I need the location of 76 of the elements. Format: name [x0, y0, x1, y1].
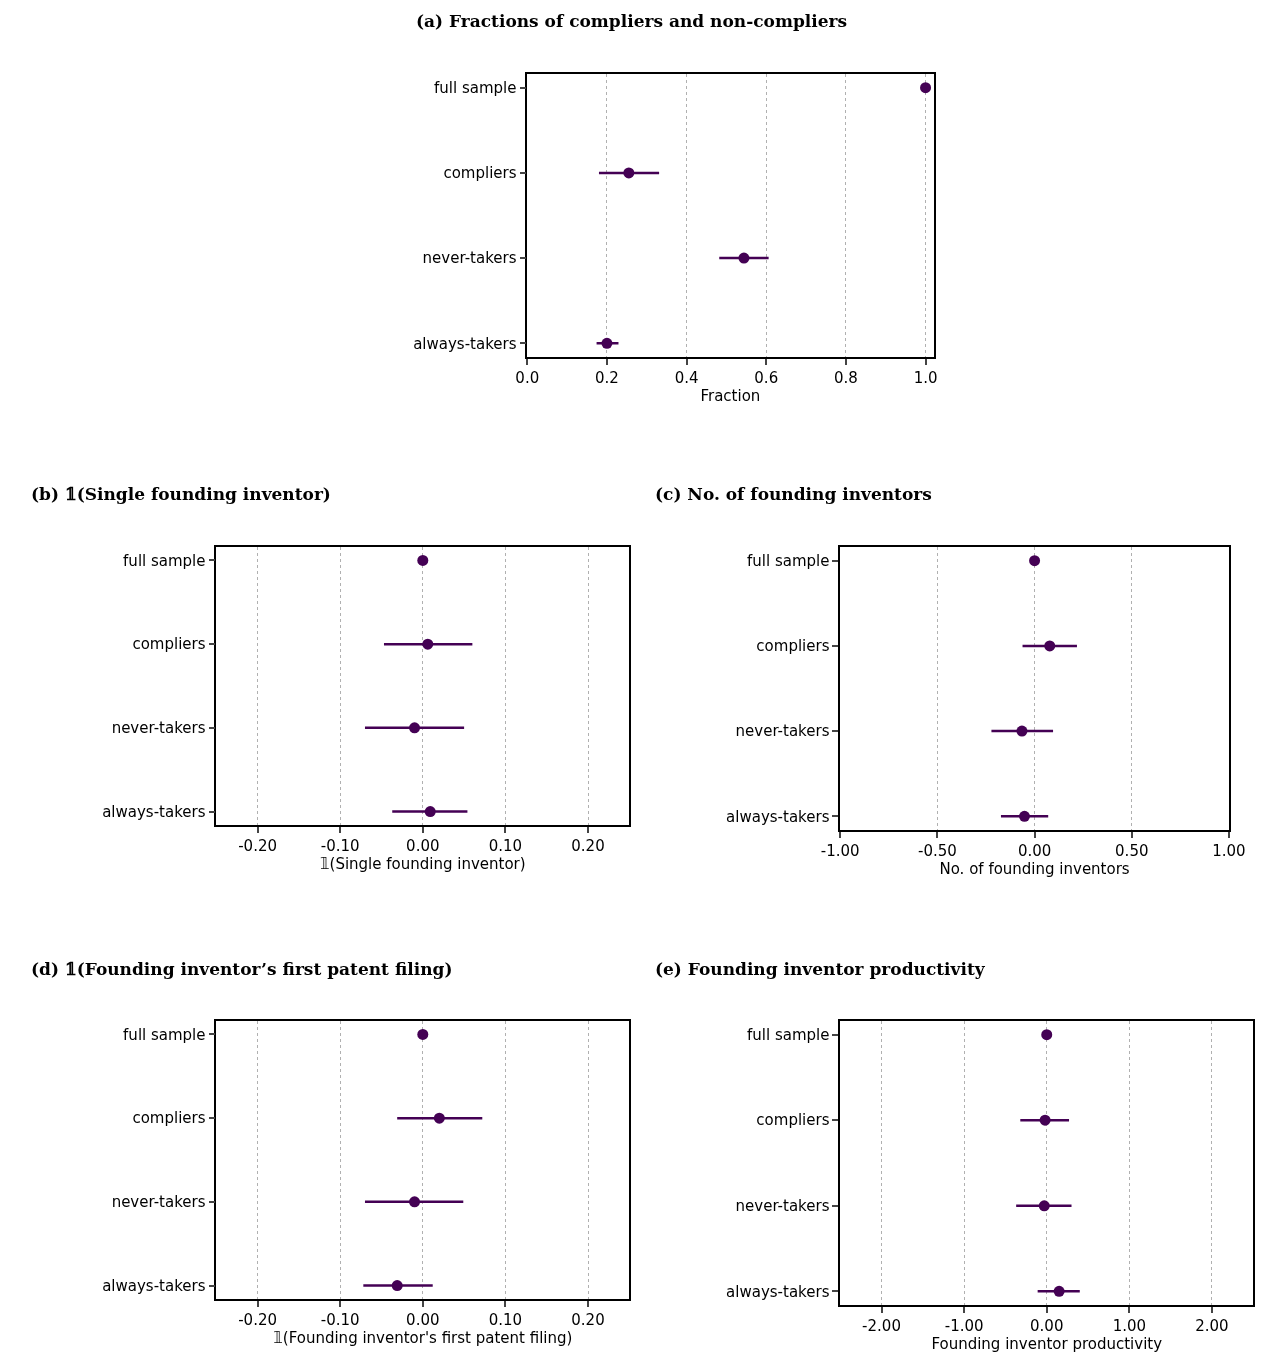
x-tick-label: 0.10	[488, 836, 523, 855]
x-tick-label: 0.6	[754, 368, 779, 387]
x-axis-title: Founding inventor productivity	[931, 1334, 1163, 1353]
x-tick-label: -0.10	[320, 1310, 360, 1329]
x-tick-label: 0.0	[515, 368, 540, 387]
x-tick-label: 0.20	[571, 1310, 605, 1329]
x-tick-label: 1.00	[1212, 841, 1246, 860]
x-tick-label: 0.00	[1017, 841, 1052, 860]
x-tick-label: 1.0	[913, 368, 938, 387]
chart-title: (c) No. of founding inventors	[655, 484, 932, 504]
chart-title: (b) 𝟙(Single founding inventor)	[31, 484, 331, 504]
point	[1041, 1029, 1053, 1041]
point	[433, 1112, 445, 1124]
x-axis-title: 𝟙(Single founding inventor)	[320, 854, 526, 873]
point	[601, 337, 613, 349]
point	[1044, 640, 1056, 652]
x-tick-label: 0.2	[595, 368, 619, 387]
x-tick-label: -0.20	[238, 836, 277, 855]
y-tick-label: compliers	[756, 1111, 830, 1130]
chart-title: (a) Fractions of compliers and non-compliers	[416, 11, 848, 31]
point	[1018, 810, 1030, 822]
y-tick-label: compliers	[132, 635, 206, 654]
x-tick-label: 0.10	[488, 1310, 523, 1329]
y-tick-label: compliers	[132, 1109, 206, 1128]
x-tick-label: 0.00	[1030, 1316, 1064, 1335]
y-tick-label: never-takers	[735, 722, 830, 741]
point	[424, 806, 436, 818]
chart-title: (d) 𝟙(Founding inventor’s first patent filing)	[31, 959, 453, 979]
x-axis-title: 𝟙(Founding inventor's first patent filing)	[273, 1328, 573, 1347]
x-axis-title: No. of founding inventors	[939, 859, 1130, 878]
y-tick-label: never-takers	[735, 1197, 830, 1216]
x-tick-label: -0.50	[918, 841, 957, 860]
x-tick-label: 0.50	[1115, 841, 1149, 860]
y-tick-label: always-takers	[102, 1276, 206, 1295]
y-tick-label: always-takers	[726, 807, 830, 826]
y-tick-label: full sample	[747, 551, 830, 570]
x-tick-label: -2.00	[862, 1316, 901, 1335]
x-tick-label: 0.4	[674, 368, 699, 387]
x-tick-label: 0.00	[406, 1310, 440, 1329]
x-tick-label: 0.20	[571, 836, 605, 855]
y-tick-label: never-takers	[422, 249, 517, 268]
point	[422, 638, 434, 650]
y-tick-label: never-takers	[111, 1193, 206, 1212]
point	[738, 252, 750, 264]
x-tick-label: -1.00	[944, 1316, 984, 1335]
y-tick-label: always-takers	[413, 334, 517, 353]
y-tick-label: always-takers	[726, 1282, 830, 1301]
y-tick-label: full sample	[747, 1025, 830, 1044]
point	[391, 1280, 403, 1292]
point	[623, 167, 635, 179]
point	[1016, 725, 1028, 737]
point	[417, 554, 429, 566]
x-tick-label: 0.00	[406, 836, 440, 855]
y-tick-label: compliers	[756, 637, 830, 656]
chart-title: (e) Founding inventor productivity	[655, 959, 986, 979]
y-tick-label: full sample	[123, 551, 206, 570]
y-tick-label: compliers	[443, 164, 517, 183]
x-tick-label: -0.10	[320, 836, 360, 855]
y-tick-label: full sample	[123, 1025, 206, 1044]
x-tick-label: -0.20	[238, 1310, 277, 1329]
point	[409, 722, 421, 734]
x-tick-label: 0.8	[833, 368, 858, 387]
point	[1029, 555, 1041, 567]
x-axis-title: Fraction	[700, 386, 761, 405]
point	[1038, 1200, 1050, 1212]
point	[417, 1028, 429, 1040]
point	[409, 1196, 421, 1208]
point	[920, 82, 932, 94]
x-tick-label: 1.00	[1112, 1316, 1147, 1335]
y-tick-label: never-takers	[111, 719, 206, 738]
x-tick-label: 2.00	[1195, 1316, 1229, 1335]
point	[1053, 1285, 1065, 1297]
y-tick-label: always-takers	[102, 802, 206, 821]
y-tick-label: full sample	[434, 78, 517, 97]
x-tick-label: -1.00	[820, 841, 860, 860]
point	[1039, 1114, 1051, 1126]
